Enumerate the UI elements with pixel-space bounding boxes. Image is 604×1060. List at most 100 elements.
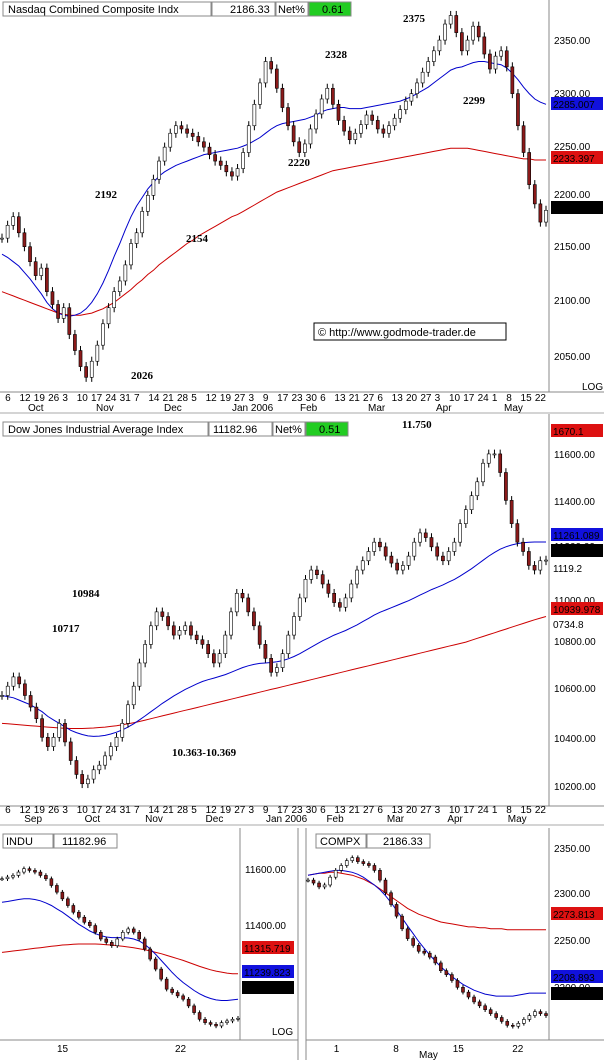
panel-1-candle: [498, 453, 503, 473]
panel-1-candle: [206, 644, 211, 654]
panel-1-x-tick-label: 23: [291, 805, 303, 816]
panel-3-candle: [433, 956, 438, 964]
panel-3-candle: [328, 876, 332, 886]
panel-0-value-tag-label: 2285.007: [553, 100, 595, 111]
panel-2-candle: [236, 1017, 240, 1020]
panel-0-candle: [415, 82, 419, 94]
panel-1-candle: [108, 746, 113, 757]
panel-2-ytick-label: 11400.00: [245, 921, 286, 932]
panel-0-candle: [314, 113, 318, 130]
panel-1-x-tick-label: 10: [77, 805, 89, 816]
panel-0-candle: [28, 246, 32, 262]
panel-1-candle: [400, 565, 405, 571]
panel-1-x-tick-label: 7: [134, 805, 140, 816]
panel-2-candle: [88, 921, 92, 926]
panel-1-candle: [57, 723, 62, 738]
panel-0-x-tick-label: 10: [449, 393, 461, 404]
panel-2-candle: [153, 958, 158, 970]
panel-3-ytick-label: 2300.00: [554, 889, 591, 900]
dow-last-value: 11182.96: [213, 424, 257, 436]
panel-0-x-tick-label: 13: [334, 393, 346, 404]
nasdaq-last-value: 2186.33: [230, 4, 270, 16]
panel-2-candle: [82, 916, 87, 923]
panel-0-ytick-label: 2100.00: [554, 296, 591, 307]
panel-3-candle: [322, 884, 327, 888]
panel-1-candle: [63, 723, 67, 743]
panel-1-candle: [28, 695, 33, 708]
panel-1-candle: [292, 616, 296, 636]
panel-0-x-tick-label: 10: [77, 393, 89, 404]
panel-1-candle: [154, 611, 159, 627]
panel-3-candle: [494, 1013, 498, 1018]
panel-0-candle: [420, 71, 425, 84]
indu-last-value: 11182.96: [62, 836, 106, 848]
panel-0-candle: [454, 15, 459, 33]
panel-1-candle: [532, 565, 537, 571]
panel-0-candle: [0, 237, 4, 240]
panel-0-x-month-label: May: [504, 403, 523, 414]
panel-0-x-tick-label: 1: [492, 393, 498, 404]
nasdaq-title-box: [2, 1, 212, 17]
panel-0-candle: [22, 232, 27, 248]
panel-0-x-tick-label: 22: [535, 393, 547, 404]
panel-2-candle: [66, 898, 70, 906]
panel-3-candle: [483, 1005, 487, 1010]
nasdaq-panel: Nasdaq Combined Composite Indx 2186.33 N…: [0, 0, 604, 414]
panel-1-x-tick-label: 13: [392, 805, 404, 816]
panel-0-ytick-label: 2300.00: [554, 89, 591, 100]
panel-2-ma-red-line: [1, 943, 238, 975]
panel-1-x-tick-label: 17: [277, 805, 289, 816]
panel-1-candle: [469, 495, 474, 510]
panel-1-candle: [149, 625, 153, 645]
panel-1-x-month-label: May: [508, 814, 527, 825]
panel-0-x-tick-label: 7: [134, 393, 140, 404]
panel-1-x-tick-label: 21: [349, 805, 361, 816]
panel-1-x-month-label: Oct: [85, 814, 101, 825]
panel-1-candle: [5, 685, 10, 696]
panel-1-x-tick-label: 12: [206, 805, 218, 816]
nasdaq-title: Nasdaq Combined Composite Indx: [8, 4, 179, 16]
panel-0-candle: [84, 366, 88, 378]
panel-2-candle: [49, 878, 54, 886]
panel-2-value-tag: [242, 965, 294, 978]
panel-1-level-label: 10717: [52, 623, 80, 635]
panel-1-candle: [223, 634, 228, 654]
panel-0-candle: [291, 125, 296, 143]
panel-3-candle: [361, 861, 366, 864]
panel-3-candle: [405, 928, 410, 939]
panel-1-candle: [103, 755, 107, 766]
panel-1-x-tick-label: 3: [435, 805, 441, 816]
panel-1-candle: [74, 760, 79, 775]
panel-0-candle: [544, 210, 548, 223]
panel-1-x-tick-label: 20: [406, 805, 418, 816]
panel-0-x-tick-label: 3: [435, 393, 441, 404]
panel-3-candle: [522, 1019, 526, 1024]
panel-0-candle: [286, 107, 290, 127]
panel-0-ma-red-line: [1, 147, 546, 316]
panel-0-candle: [89, 360, 94, 378]
panel-1-candle: [246, 597, 251, 613]
panel-3-candle: [505, 1021, 510, 1026]
panel-0-candle: [101, 323, 105, 346]
panel-0-candle: [387, 125, 391, 134]
panel-0-x-tick-label: 27: [420, 393, 432, 404]
panel-0-x-month-label: Nov: [96, 403, 114, 414]
panel-0-candle: [336, 104, 341, 121]
panel-0-candle: [375, 120, 380, 130]
panel-3-candle: [394, 904, 399, 917]
panel-1-candle: [504, 472, 508, 501]
panel-0-x-tick-label: 17: [463, 393, 475, 404]
panel-0-value-tag: [551, 97, 603, 110]
panel-0-candle: [359, 124, 363, 134]
panel-0-candle: [224, 165, 229, 173]
panel-0-candle: [174, 125, 178, 134]
panel-2-candle: [99, 931, 103, 940]
panel-2-candle: [208, 1022, 213, 1025]
panel-0-candle: [325, 87, 330, 100]
panel-0-candle: [16, 216, 21, 234]
panel-1-candle: [91, 769, 96, 780]
panel-1-candle: [521, 541, 525, 552]
panel-1-candle: [544, 559, 548, 562]
panel-3-candle: [427, 952, 432, 958]
panel-1-x-tick-label: 1: [492, 805, 498, 816]
